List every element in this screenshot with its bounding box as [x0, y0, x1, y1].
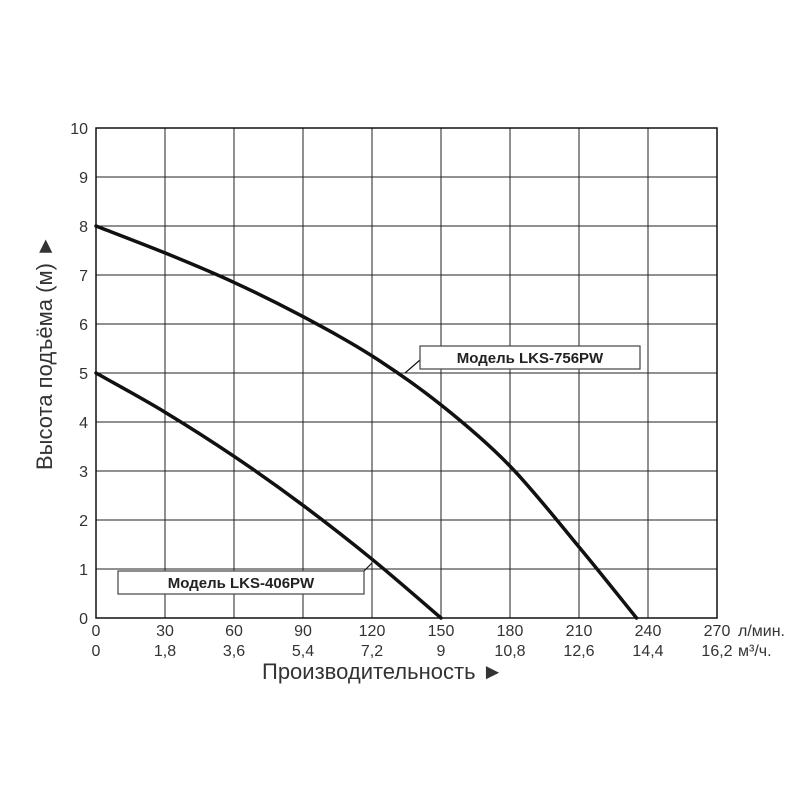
y-tick-label-3: 3: [79, 464, 88, 481]
series-line-lks-406pw: [94, 371, 443, 620]
y-tick-label-5: 5: [79, 366, 88, 383]
curves: [94, 224, 639, 620]
x-tick-label-secondary-3: 5,4: [292, 643, 314, 660]
callout-label-756: Модель LKS-756PW: [457, 350, 604, 367]
x-tick-label-secondary-5: 9: [437, 643, 446, 660]
callout-label-406: Модель LKS-406PW: [168, 575, 315, 592]
x-tick-label-2: 60: [225, 623, 243, 640]
y-tick-label-10: 10: [70, 121, 88, 138]
x-tick-label-secondary-2: 3,6: [223, 643, 245, 660]
x-tick-label-secondary-1: 1,8: [154, 643, 176, 660]
x-tick-label-7: 210: [566, 623, 593, 640]
x-unit-secondary: м³/ч.: [738, 643, 772, 660]
y-tick-label-1: 1: [79, 562, 88, 579]
x-tick-label-4: 120: [359, 623, 386, 640]
x-axis-title: Производительность ►: [262, 659, 503, 684]
x-tick-label-1: 30: [156, 623, 174, 640]
callout-leader-756: [404, 359, 421, 374]
x-tick-labels-secondary: 0 1,8 3,6 5,4 7,2 9 10,8 12,6 14,4 16,2: [92, 643, 733, 660]
x-tick-label-8: 240: [635, 623, 662, 640]
x-tick-label-6: 180: [497, 623, 524, 640]
callout-box-406: [117, 570, 365, 595]
y-tick-label-4: 4: [79, 415, 88, 432]
x-tick-label-secondary-4: 7,2: [361, 643, 383, 660]
x-tick-labels: 0 30 60 90 120 150 180 210 240 270: [92, 623, 731, 640]
callout-box-756: [419, 345, 641, 370]
y-tick-label-2: 2: [79, 513, 88, 530]
y-tick-label-6: 6: [79, 317, 88, 334]
series-line-lks-756pw: [94, 224, 639, 620]
x-tick-label-9: 270: [704, 623, 731, 640]
x-tick-label-secondary-8: 14,4: [632, 643, 663, 660]
y-tick-label-7: 7: [79, 268, 88, 285]
y-tick-label-8: 8: [79, 219, 88, 236]
x-tick-label-secondary-7: 12,6: [563, 643, 594, 660]
x-tick-label-secondary-0: 0: [92, 643, 101, 660]
y-axis-title: Высота подъёма (м) ►: [32, 235, 57, 470]
x-unit-primary: л/мин.: [738, 623, 785, 640]
x-tick-label-3: 90: [294, 623, 312, 640]
y-tick-label-9: 9: [79, 170, 88, 187]
callout-lks-406pw: Модель LKS-406PW: [117, 562, 373, 595]
x-tick-label-secondary-9: 16,2: [701, 643, 732, 660]
x-tick-label-0: 0: [92, 623, 101, 640]
x-tick-label-5: 150: [428, 623, 455, 640]
y-tick-label-0: 0: [79, 611, 88, 628]
callout-lks-756pw: Модель LKS-756PW: [404, 345, 641, 374]
grid-lines: [95, 127, 718, 619]
x-tick-label-secondary-6: 10,8: [494, 643, 525, 660]
y-tick-labels: 0 1 2 3 4 5 6 7 8 9 10: [70, 121, 88, 628]
